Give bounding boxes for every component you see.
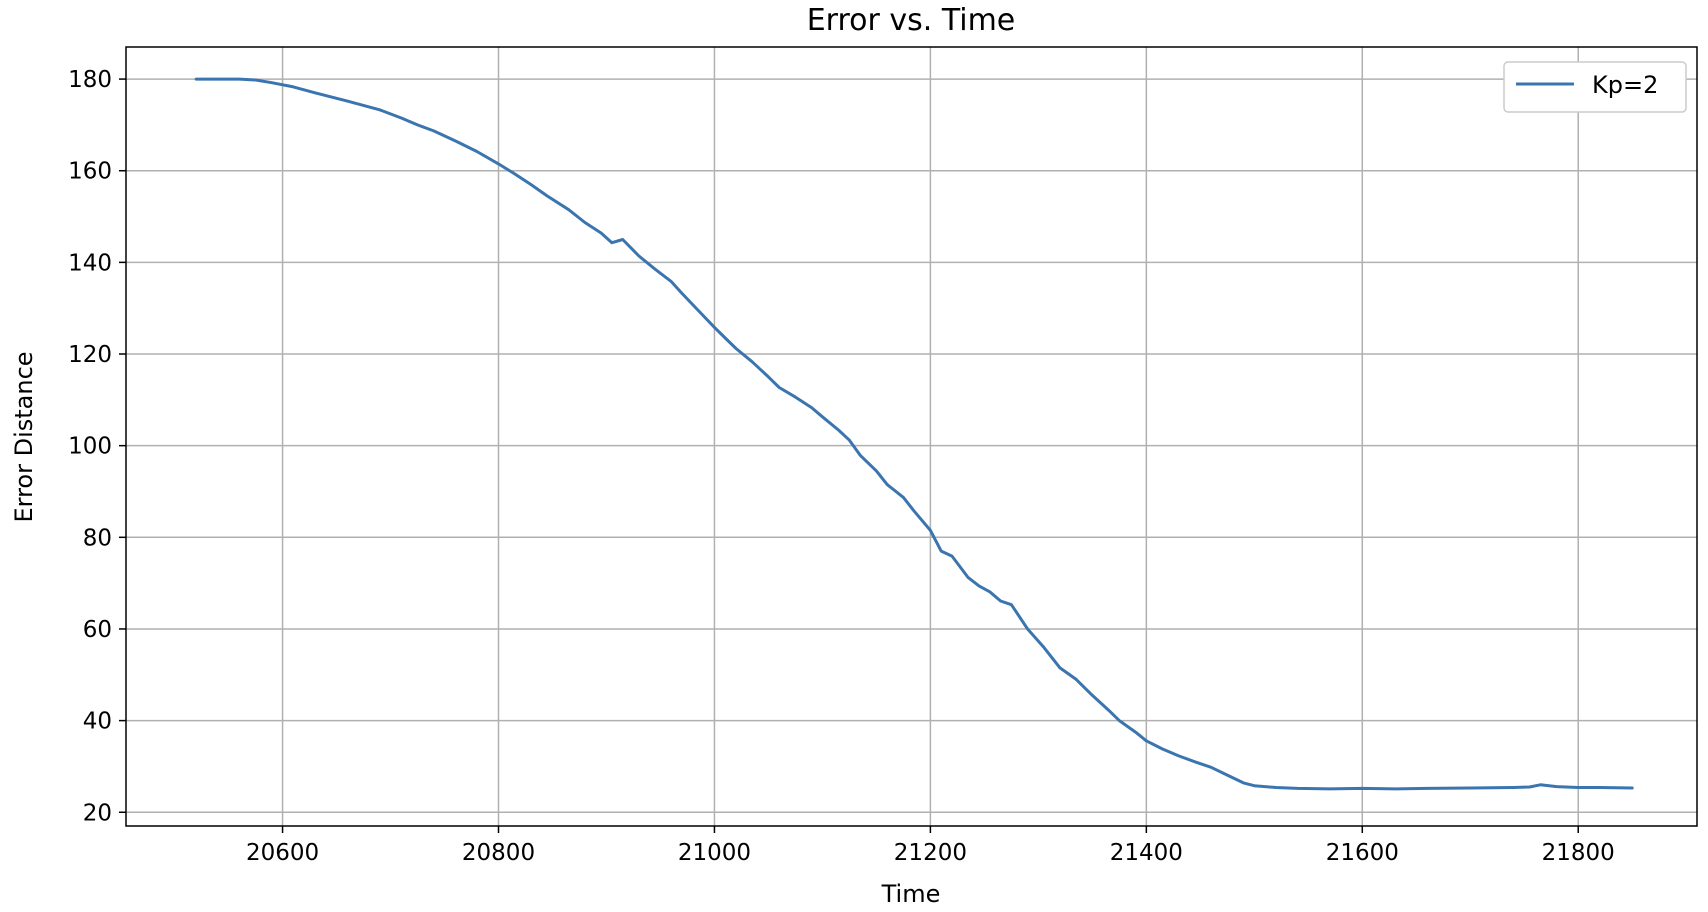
legend-label-kp2: Kp=2 <box>1592 71 1658 99</box>
y-tick-label-120: 120 <box>68 342 112 368</box>
y-axis-ticks: 20 40 60 80 100 120 140 160 180 <box>68 67 126 826</box>
y-tick-label-40: 40 <box>83 709 112 735</box>
legend: Kp=2 <box>1503 61 1687 113</box>
x-tick-label-21400: 21400 <box>1110 840 1183 866</box>
y-tick-label-180: 180 <box>68 67 112 93</box>
plot-frame <box>125 46 1698 827</box>
y-tick-label-160: 160 <box>68 159 112 185</box>
x-tick-label-20600: 20600 <box>246 840 319 866</box>
y-tick-label-140: 140 <box>68 250 112 276</box>
y-tick-label-100: 100 <box>68 434 112 460</box>
chart-title: Error vs. Time <box>807 3 1016 38</box>
grid-lines <box>126 47 1697 826</box>
x-tick-label-21200: 21200 <box>894 840 967 866</box>
x-tick-label-21000: 21000 <box>678 840 751 866</box>
series-line-0 <box>194 77 1634 791</box>
y-tick-label-20: 20 <box>83 800 112 826</box>
legend-box <box>1503 61 1687 113</box>
y-tick-label-60: 60 <box>83 617 112 643</box>
series-layer <box>194 77 1634 791</box>
x-tick-label-21800: 21800 <box>1542 840 1615 866</box>
x-tick-label-20800: 20800 <box>462 840 535 866</box>
y-tick-label-80: 80 <box>83 525 112 551</box>
x-axis-label: Time <box>881 880 941 908</box>
x-axis-ticks: 20600 20800 21000 21200 21400 21600 21800 <box>246 826 1615 866</box>
y-axis-label: Error Distance <box>10 351 38 522</box>
x-tick-label-21600: 21600 <box>1326 840 1399 866</box>
